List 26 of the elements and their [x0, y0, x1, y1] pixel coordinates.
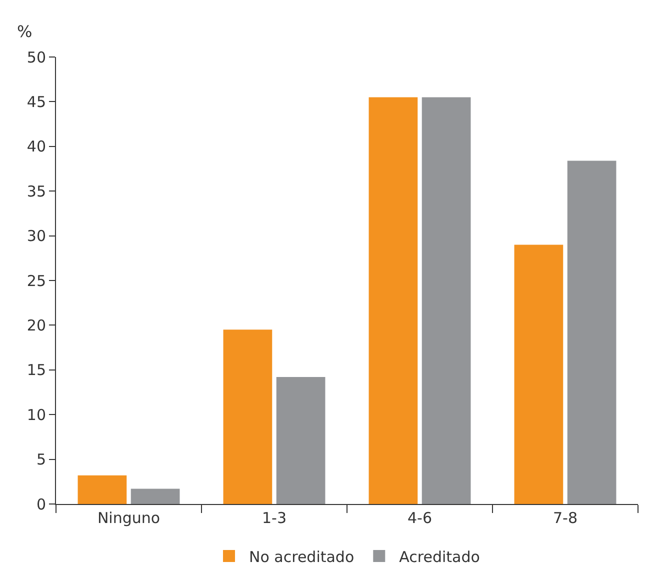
- y-tick-label: 40: [26, 138, 46, 156]
- bar: [368, 97, 418, 504]
- x-tick-label: 7-8: [553, 509, 578, 527]
- y-tick-label: 45: [26, 92, 46, 111]
- y-tick-label: 5: [36, 450, 46, 469]
- y-tick-label: 35: [26, 182, 46, 200]
- bar: [276, 377, 326, 504]
- bar: [223, 330, 272, 504]
- bar: [567, 160, 616, 504]
- y-tick-label: 20: [26, 316, 46, 334]
- y-tick-label: 0: [36, 495, 46, 514]
- bar: [130, 488, 180, 504]
- legend-label: Acreditado: [399, 548, 480, 566]
- bar: [78, 475, 127, 504]
- x-tick-label: 1-3: [262, 509, 286, 527]
- legend-label: No acreditado: [249, 548, 354, 566]
- y-tick-label: 50: [26, 48, 46, 66]
- y-tick-label: 30: [26, 227, 46, 246]
- bar: [422, 97, 471, 504]
- bar: [514, 244, 564, 504]
- y-tick-label: 10: [26, 406, 46, 424]
- y-tick-label: 25: [26, 272, 46, 290]
- x-tick-label: 4-6: [408, 509, 432, 527]
- x-tick-label: Ninguno: [97, 509, 160, 527]
- y-axis-title: %: [17, 22, 32, 41]
- y-tick-label: 15: [26, 361, 46, 380]
